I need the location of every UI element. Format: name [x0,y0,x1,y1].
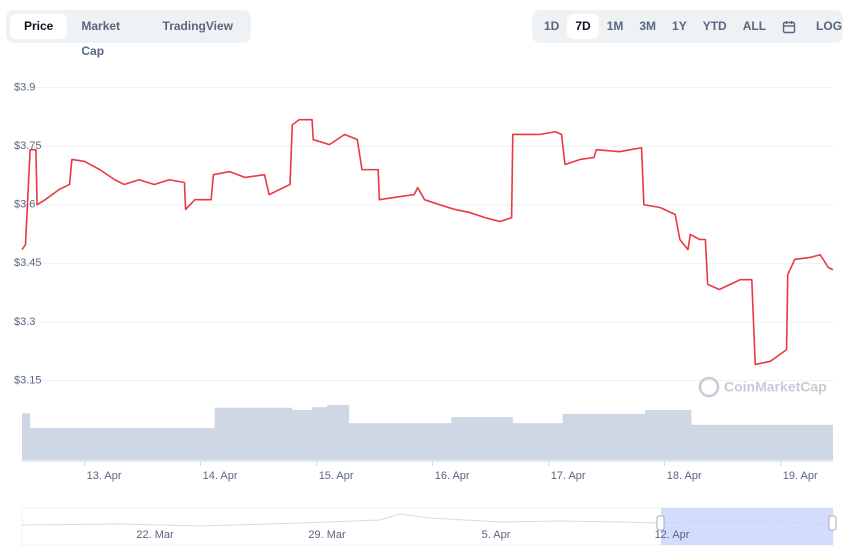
watermark: CoinMarketCap [698,376,827,398]
volume-bar [645,409,692,460]
y-tick-label: $3.6 [14,199,35,211]
navigator-frame [21,507,834,546]
y-tick-label: $3.75 [14,140,42,152]
button[interactable]: ALL [742,19,767,33]
x-tick-label: 14. Apr [203,470,238,482]
navigator-label: 12. Apr [655,529,690,541]
calendar-button[interactable] [774,14,804,39]
x-tick-label: 19. Apr [783,470,818,482]
button[interactable]: LOG [816,19,843,33]
y-tick-label: $3.45 [14,257,42,269]
navigator-handle[interactable] [656,515,665,531]
button[interactable]: 1Y [672,19,687,33]
range-group: 1D 7D 1M 3M 1Y YTD ALL LOG [532,10,843,43]
x-tick-label: 18. Apr [667,470,702,482]
button[interactable]: 3M [639,19,657,33]
volume-bar [30,428,215,460]
volume-bar [214,407,293,460]
y-tick-label: $3.15 [14,374,42,386]
navigator-label: 5. Apr [482,529,511,541]
button[interactable]: Market Cap [81,19,121,58]
button[interactable]: YTD [702,19,727,33]
button[interactable]: 7D [567,14,599,39]
volume-bar [562,413,646,460]
watermark-text: CoinMarketCap [724,379,827,395]
x-tick-label: 17. Apr [551,470,586,482]
volume-bar [349,423,452,460]
volume-bar [691,424,833,460]
volume-bar [292,409,313,460]
volume-bar [451,417,513,460]
price-line [21,118,834,366]
button[interactable]: TradingView [162,19,233,33]
button[interactable]: Price [10,14,68,39]
navigator-line [21,513,834,527]
navigator-handle[interactable] [828,515,837,531]
button[interactable]: 1D [544,19,560,33]
y-tick-label: $3.3 [14,316,35,328]
volume-bar [327,405,350,460]
watermark-logo [698,376,720,398]
tab-group: Price Market Cap TradingView [6,10,251,58]
volume-bar [512,423,563,460]
x-tick-label: 13. Apr [87,470,122,482]
navigator-selection[interactable] [661,508,833,545]
calendar-icon [782,20,796,34]
navigator-label: 29. Mar [308,529,346,541]
x-tick-label: 15. Apr [319,470,354,482]
volume-bar [312,407,328,460]
x-tick-label: 16. Apr [435,470,470,482]
y-tick-label: $3.9 [14,82,35,94]
volume-bar [22,413,31,460]
navigator-label: 22. Mar [136,529,174,541]
button[interactable]: 1M [606,19,624,33]
